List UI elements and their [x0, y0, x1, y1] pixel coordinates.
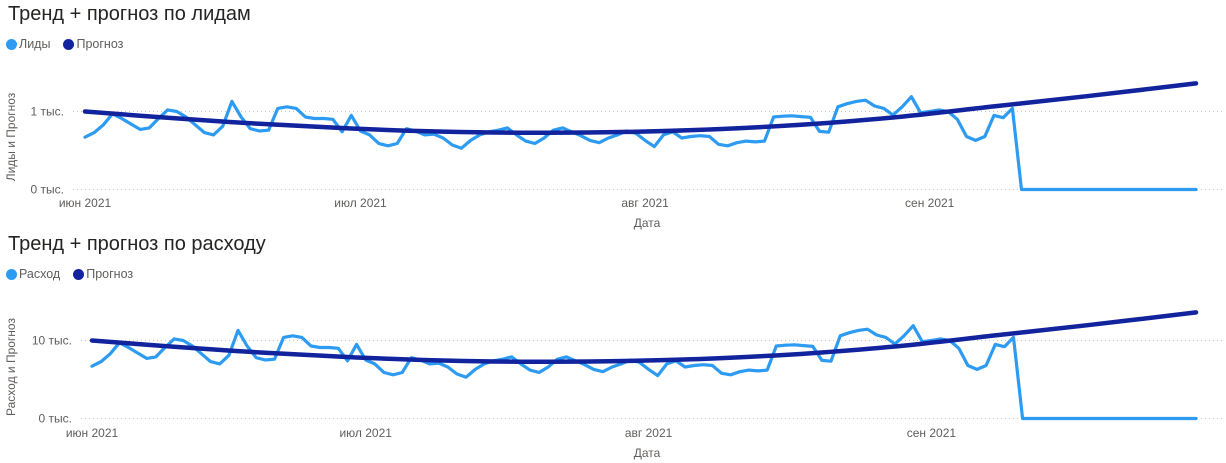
chart2-legend: Расход Прогноз — [6, 267, 133, 281]
x-tick-label: июл 2021 — [334, 196, 387, 210]
legend-label-forecast2: Прогноз — [86, 267, 134, 281]
y-axis-title: Расход и Прогноз — [4, 318, 18, 416]
legend-item-spend[interactable]: Расход — [6, 267, 60, 281]
legend-dot-forecast2 — [73, 268, 85, 280]
legend-item-leads[interactable]: Лиды — [6, 37, 50, 51]
y-tick-label: 0 тыс. — [39, 412, 72, 426]
trend-line — [82, 81, 1199, 135]
series-line — [90, 324, 1198, 421]
x-tick-label: сен 2021 — [905, 196, 955, 210]
legend-label-leads: Лиды — [19, 37, 51, 51]
y-axis-title: Лиды и Прогноз — [4, 92, 18, 181]
legend-item-forecast1[interactable]: Прогноз — [63, 37, 123, 51]
legend-label-spend: Расход — [19, 267, 61, 281]
chart1-legend: Лиды Прогноз — [6, 37, 123, 51]
x-tick-label: сен 2021 — [907, 426, 957, 440]
y-tick-label: 0 тыс. — [31, 183, 64, 197]
legend-label-forecast1: Прогноз — [76, 37, 124, 51]
legend-dot-leads — [6, 38, 17, 50]
y-tick-label: 10 тыс. — [32, 334, 72, 348]
x-axis-title: Дата — [634, 216, 661, 230]
series-line — [83, 95, 1198, 192]
chart1-title: Тренд + прогноз по лидам — [8, 3, 251, 25]
trend-line — [89, 310, 1199, 364]
chart2-title: Тренд + прогноз по расходу — [8, 233, 266, 255]
x-tick-label: авг 2021 — [621, 196, 669, 210]
legend-dot-spend — [6, 268, 17, 280]
x-tick-label: авг 2021 — [625, 426, 673, 440]
x-axis-title: Дата — [634, 446, 661, 460]
y-tick-label: 1 тыс. — [31, 105, 64, 119]
x-tick-label: июл 2021 — [339, 426, 392, 440]
x-tick-label: июн 2021 — [59, 196, 112, 210]
x-tick-label: июн 2021 — [66, 426, 119, 440]
legend-dot-forecast1 — [63, 38, 75, 50]
legend-item-forecast2[interactable]: Прогноз — [73, 267, 133, 281]
